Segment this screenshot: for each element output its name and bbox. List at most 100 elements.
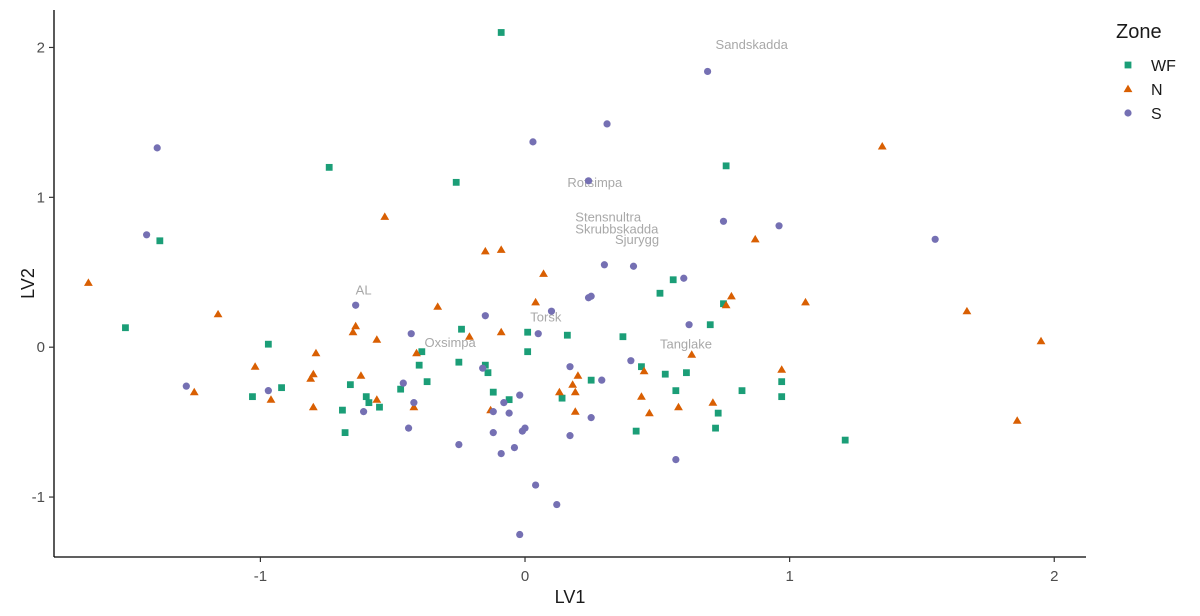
axes: -1 0 1 2 -1 0 1 2 LV1 LV2 xyxy=(18,10,1086,607)
point-wf xyxy=(714,409,722,417)
point-n xyxy=(380,212,390,220)
point-n xyxy=(250,362,260,370)
point-s xyxy=(407,330,415,338)
point-n xyxy=(213,309,223,318)
species-label: Oxsimpa xyxy=(424,335,476,350)
point-wf xyxy=(376,403,383,411)
point-s xyxy=(489,408,497,416)
point-wf xyxy=(661,370,669,378)
point-n xyxy=(531,297,540,306)
point-wf xyxy=(778,378,786,386)
species-label: AL xyxy=(356,283,372,298)
point-n xyxy=(570,387,580,396)
species-label: Torsk xyxy=(530,310,562,325)
series-n xyxy=(84,141,1046,424)
point-n xyxy=(708,398,718,406)
point-n xyxy=(308,402,318,411)
point-n xyxy=(727,291,736,300)
point-wf xyxy=(683,369,690,377)
x-tick-label: 0 xyxy=(521,568,529,585)
point-n xyxy=(639,366,649,375)
point-n xyxy=(539,269,548,277)
point-n xyxy=(496,245,506,253)
point-s xyxy=(584,177,593,185)
species-label: Skrubbskadda xyxy=(575,221,659,236)
point-n xyxy=(372,335,382,343)
species-annotations: Sandskadda Rotsimpa StensnultraSkrubbskadd… xyxy=(356,37,789,352)
point-wf xyxy=(346,381,354,389)
point-wf xyxy=(418,348,426,356)
point-s xyxy=(399,379,407,387)
point-wf xyxy=(452,178,460,186)
point-s xyxy=(404,424,413,432)
point-s xyxy=(566,432,574,440)
legend-item-wf: WF xyxy=(1124,58,1176,75)
point-wf xyxy=(738,387,746,395)
point-wf xyxy=(497,29,505,36)
y-tick-label: -1 xyxy=(32,489,45,506)
point-s xyxy=(489,429,497,437)
y-tick-label: 2 xyxy=(37,39,45,56)
point-s xyxy=(598,376,606,384)
point-s xyxy=(410,399,418,407)
point-s xyxy=(600,261,609,269)
legend-key-n xyxy=(1123,84,1133,93)
point-n xyxy=(372,395,382,403)
legend-item-n: N xyxy=(1123,82,1163,99)
point-s xyxy=(510,444,519,452)
point-n xyxy=(1012,416,1022,424)
point-wf xyxy=(722,162,730,170)
point-n xyxy=(412,348,421,357)
point-n xyxy=(1036,336,1046,345)
species-label: Tanglake xyxy=(660,337,712,352)
x-tick-label: -1 xyxy=(254,568,267,585)
legend-label: S xyxy=(1151,106,1162,123)
point-n xyxy=(306,374,316,382)
point-s xyxy=(627,357,635,365)
species-label: Rotsimpa xyxy=(567,175,623,190)
point-wf xyxy=(484,369,492,377)
point-wf xyxy=(278,384,285,392)
point-wf xyxy=(397,385,405,393)
point-s xyxy=(500,399,508,407)
point-n xyxy=(573,371,583,379)
point-s xyxy=(584,294,593,302)
point-s xyxy=(143,231,151,239)
point-n xyxy=(351,321,361,330)
point-n xyxy=(356,371,366,379)
point-wf xyxy=(156,237,164,245)
point-wf xyxy=(712,424,719,432)
point-wf xyxy=(341,429,349,437)
point-wf xyxy=(524,328,532,336)
point-n xyxy=(570,407,580,415)
point-wf xyxy=(720,300,727,308)
point-n xyxy=(750,234,760,243)
species-label: Stensnultra xyxy=(575,209,642,224)
point-wf xyxy=(455,358,463,366)
point-wf xyxy=(669,276,677,284)
point-s xyxy=(553,500,561,509)
legend: Zone WF NS xyxy=(1116,21,1176,123)
point-n xyxy=(84,278,93,286)
point-s xyxy=(481,312,489,320)
point-n xyxy=(777,365,787,373)
point-wf xyxy=(638,363,645,371)
x-axis-ticks: -1 0 1 2 xyxy=(254,557,1058,585)
point-wf xyxy=(632,427,640,435)
point-wf xyxy=(339,406,346,414)
point-s xyxy=(455,441,463,449)
point-n xyxy=(409,402,419,411)
legend-title: Zone xyxy=(1116,21,1162,43)
series-wf xyxy=(122,29,849,444)
legend-items: WF NS xyxy=(1123,58,1176,123)
point-s xyxy=(931,235,939,243)
point-s xyxy=(497,449,505,458)
point-n xyxy=(433,302,443,310)
data-points xyxy=(84,29,1046,539)
point-wf xyxy=(122,324,129,332)
point-n xyxy=(480,246,490,255)
point-n xyxy=(555,387,564,396)
point-s xyxy=(532,481,540,489)
point-s xyxy=(680,274,688,282)
y-tick-label: 1 xyxy=(37,189,45,206)
